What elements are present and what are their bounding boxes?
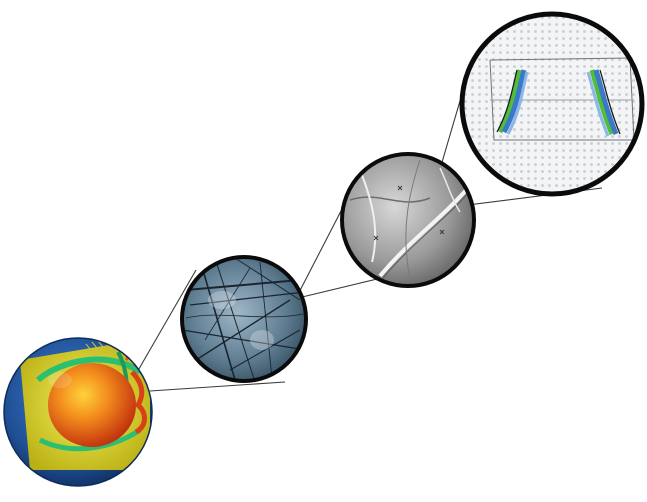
planet-cutaway-icon bbox=[3, 337, 153, 487]
rock-microstructure-icon bbox=[180, 255, 308, 383]
lattice-defect-right bbox=[586, 69, 621, 137]
lattice-defect-left bbox=[496, 69, 529, 135]
crystal-grain-surface-icon bbox=[340, 152, 476, 288]
atomic-lattice-simulation-icon bbox=[459, 11, 645, 197]
